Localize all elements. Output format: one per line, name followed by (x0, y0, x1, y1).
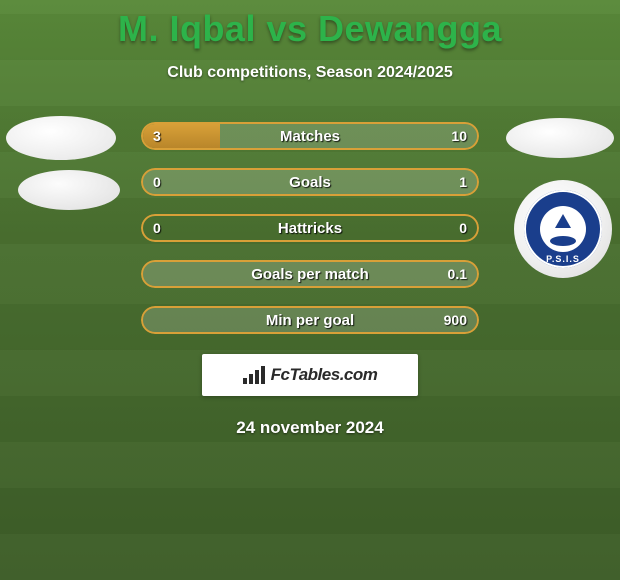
stat-value-right: 0 (459, 220, 467, 236)
stat-value-right: 1 (459, 174, 467, 190)
stat-value-right: 0.1 (448, 266, 467, 282)
stat-row: 0 1 Goals (141, 168, 479, 196)
stat-label: Hattricks (278, 220, 342, 237)
logo-bars-icon (243, 366, 265, 384)
stat-value-left: 3 (153, 128, 161, 144)
club-badge-inner: P.S.I.S (524, 190, 602, 268)
stat-label: Goals (289, 174, 331, 191)
stat-label: Goals per match (251, 266, 369, 283)
fctables-logo: FcTables.com (202, 354, 418, 396)
left-player-badge-2 (18, 170, 120, 210)
right-club-badge: P.S.I.S (514, 180, 612, 278)
stat-row: 0 0 Hattricks (141, 214, 479, 242)
stat-rows: 3 10 Matches 0 1 Goals 0 0 Hattricks 0.1 Goals per… (141, 122, 479, 334)
left-player-badge-1 (6, 116, 116, 160)
stat-value-left: 0 (153, 174, 161, 190)
stat-value-right: 10 (451, 128, 467, 144)
stat-fill-right (220, 124, 477, 148)
page-title: M. Iqbal vs Dewangga (118, 8, 502, 50)
stat-value-left: 0 (153, 220, 161, 236)
logo-text: FcTables.com (271, 365, 378, 385)
club-badge-text: P.S.I.S (524, 254, 602, 264)
stat-row: 3 10 Matches (141, 122, 479, 150)
stat-row: 0.1 Goals per match (141, 260, 479, 288)
page-subtitle: Club competitions, Season 2024/2025 (167, 64, 452, 82)
stat-value-right: 900 (444, 312, 467, 328)
footer-date: 24 november 2024 (236, 418, 383, 438)
stat-label: Matches (280, 128, 340, 145)
right-player-badge-1 (506, 118, 614, 158)
club-badge-emblem (540, 206, 586, 252)
stat-row: 900 Min per goal (141, 306, 479, 334)
stat-label: Min per goal (266, 312, 354, 329)
